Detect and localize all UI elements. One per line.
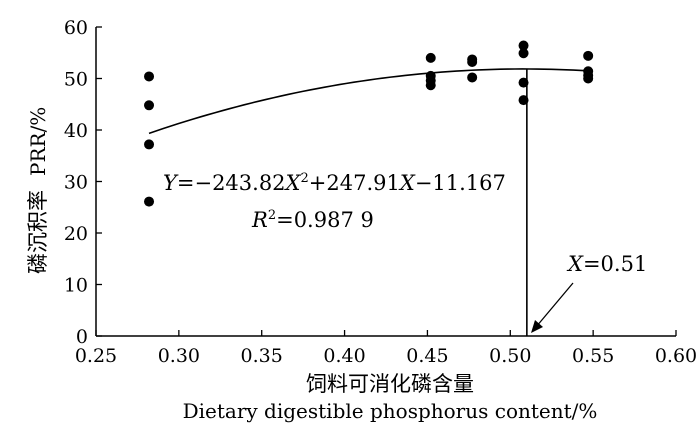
eq-part1: =−243.82 (177, 171, 286, 195)
eq-x-symbol-2: X (398, 171, 416, 195)
data-point (425, 52, 436, 63)
data-point (583, 73, 594, 84)
y-axis-title-en: PRR/% (26, 107, 50, 176)
eq-part3: −11.167 (415, 171, 506, 195)
annotation-value: =0.51 (583, 252, 647, 276)
data-points (144, 40, 594, 207)
r2-superscript: 2 (268, 208, 276, 223)
data-point (144, 100, 155, 111)
data-point (144, 139, 155, 150)
y-axis-title-cn: 磷沉积率 (26, 190, 50, 274)
y-tick-label: 50 (64, 69, 88, 91)
x-tick-label: 0.35 (241, 345, 283, 367)
x-axis-title-cn: 饲料可消化磷含量 (306, 372, 474, 396)
x-tick-label: 0.50 (489, 345, 531, 367)
regression-equation: Y=−243.82X2+247.91X−11.167 (163, 171, 506, 195)
x-tick-label: 0.60 (655, 345, 697, 367)
y-tick-label: 40 (64, 120, 88, 142)
x-tick-label: 0.40 (323, 345, 365, 367)
eq-superscript: 2 (301, 171, 309, 186)
fit-curve (148, 68, 589, 135)
data-point (583, 50, 594, 61)
y-ticks: 0 10 20 30 40 50 60 (64, 17, 102, 348)
data-point (467, 57, 478, 68)
data-point (425, 80, 436, 91)
data-point (518, 48, 529, 59)
optimum-annotation: X=0.51 (566, 252, 647, 276)
x-tick-label: 0.55 (572, 345, 614, 367)
x-tick-label: 0.45 (406, 345, 448, 367)
data-point (144, 71, 155, 82)
data-point (144, 196, 155, 207)
eq-y-symbol: Y (163, 171, 179, 195)
annotation-arrowhead (531, 320, 543, 333)
x-tick-label: 0.25 (75, 345, 117, 367)
y-tick-label: 0 (76, 326, 88, 348)
x-ticks: 0.25 0.30 0.35 0.40 0.45 0.50 0.55 0.60 (75, 330, 697, 367)
y-tick-label: 10 (64, 275, 88, 297)
x-axis-title-en: Dietary digestible phosphorus content/% (183, 399, 598, 423)
r2-value: =0.987 9 (276, 208, 374, 232)
x-tick-label: 0.30 (158, 345, 200, 367)
y-tick-label: 20 (64, 223, 88, 245)
r2-r-symbol: R (251, 208, 268, 232)
data-point (518, 77, 529, 88)
y-tick-label: 30 (64, 172, 88, 194)
annotation-arrow-line (535, 282, 574, 328)
eq-part2: +247.91 (309, 171, 400, 195)
data-point (518, 40, 529, 51)
data-point (518, 95, 529, 106)
annotation-x-symbol: X (566, 252, 584, 276)
eq-x-symbol: X (284, 171, 302, 195)
r-squared-text: R2=0.987 9 (251, 208, 374, 232)
y-tick-label: 60 (64, 17, 88, 39)
data-point (467, 72, 478, 83)
